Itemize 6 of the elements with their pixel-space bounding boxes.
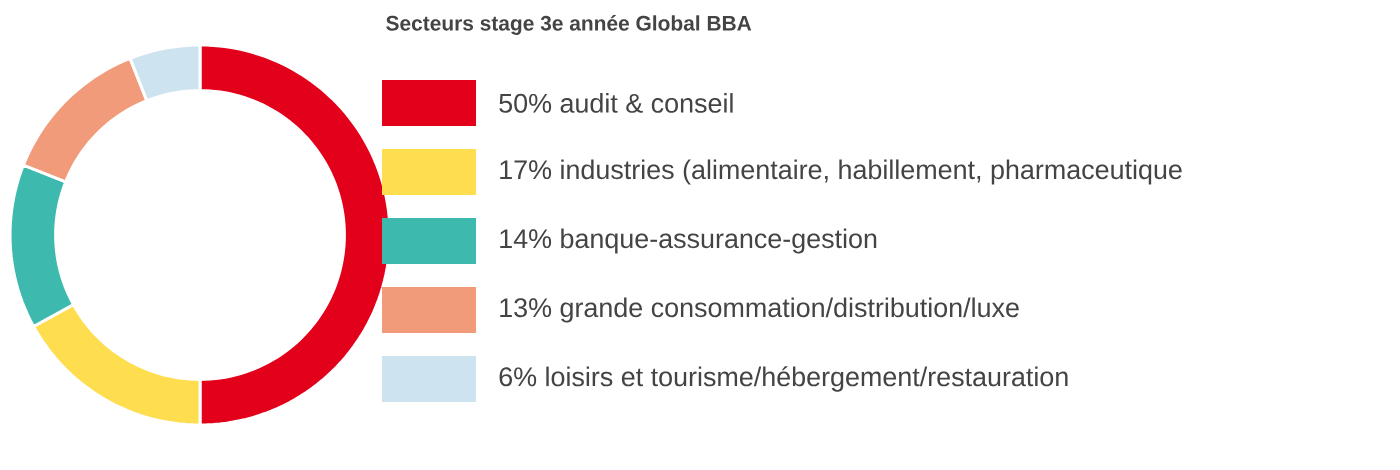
legend-label: 17% industries (alimentaire, habillement, pharmaceutique (500, 159, 1182, 185)
legend-label: 6% loisirs et tourisme/hébergement/restauration (499, 366, 1068, 392)
chart-title: Secteurs stage 3e année Global BBA (386, 15, 752, 35)
legend-label: 14% banque-assurance-gestion (500, 228, 877, 254)
legend-label: 13% grande consommation/distribution/luxe (500, 297, 1019, 323)
legend-label: 50% audit & conseil (499, 93, 733, 113)
